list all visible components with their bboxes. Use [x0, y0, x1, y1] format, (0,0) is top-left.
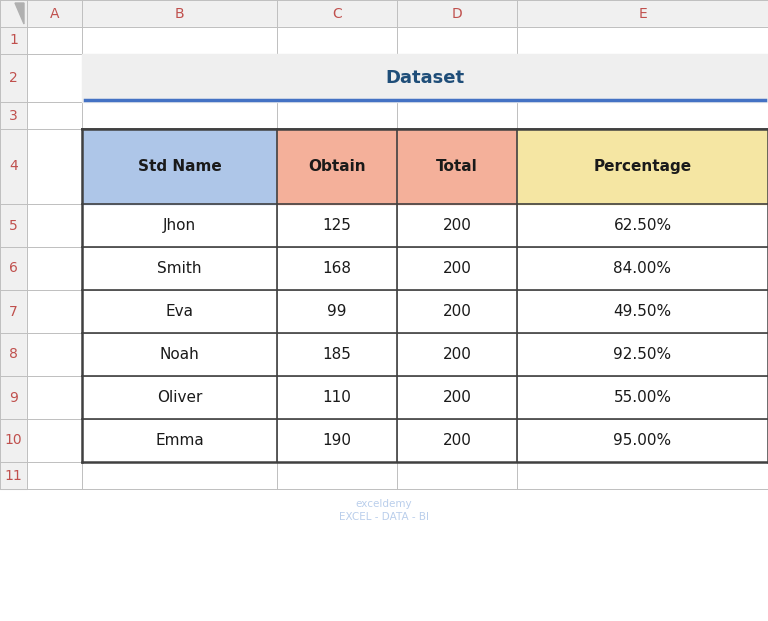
Bar [0, 376, 27, 419]
Text: 110: 110 [323, 390, 352, 405]
Text: A: A [50, 6, 59, 20]
Text: exceldemy
EXCEL - DATA - BI: exceldemy EXCEL - DATA - BI [339, 499, 429, 522]
Text: 2: 2 [9, 71, 18, 85]
Text: 9: 9 [9, 391, 18, 404]
Text: 6: 6 [9, 261, 18, 276]
Text: 168: 168 [323, 261, 352, 276]
Text: 200: 200 [442, 218, 472, 233]
Bar [0, 27, 27, 54]
Bar [82, 129, 277, 204]
Bar [0, 247, 27, 290]
Text: C: C [332, 6, 342, 20]
Text: D: D [452, 6, 462, 20]
Bar [0, 290, 27, 333]
Text: Jhon: Jhon [163, 218, 196, 233]
Text: 7: 7 [9, 304, 18, 319]
Bar [517, 129, 768, 204]
Text: Eva: Eva [165, 304, 194, 319]
Bar [397, 129, 517, 204]
Bar [0, 0, 768, 27]
Text: 10: 10 [5, 433, 22, 448]
Text: 4: 4 [9, 160, 18, 173]
Text: E: E [638, 6, 647, 20]
Bar [277, 129, 397, 204]
Bar [82, 54, 768, 102]
Text: 49.50%: 49.50% [614, 304, 671, 319]
Text: 185: 185 [323, 347, 352, 362]
Bar [0, 419, 27, 462]
Bar [0, 102, 27, 129]
Bar [0, 204, 27, 247]
Text: B: B [174, 6, 184, 20]
Text: Total: Total [436, 159, 478, 174]
Text: Percentage: Percentage [594, 159, 691, 174]
Text: 200: 200 [442, 304, 472, 319]
Text: 11: 11 [5, 468, 22, 483]
Text: 55.00%: 55.00% [614, 390, 671, 405]
Text: 95.00%: 95.00% [614, 433, 671, 448]
Text: 190: 190 [323, 433, 352, 448]
Text: 125: 125 [323, 218, 352, 233]
Bar [0, 129, 27, 204]
Text: 200: 200 [442, 347, 472, 362]
Text: 84.00%: 84.00% [614, 261, 671, 276]
Bar [0, 333, 27, 376]
Text: 8: 8 [9, 348, 18, 361]
Text: Obtain: Obtain [308, 159, 366, 174]
Text: 1: 1 [9, 34, 18, 47]
Text: Smith: Smith [157, 261, 202, 276]
Bar [0, 54, 27, 102]
Text: 200: 200 [442, 390, 472, 405]
Text: 62.50%: 62.50% [614, 218, 671, 233]
Text: 99: 99 [327, 304, 346, 319]
Text: Dataset: Dataset [386, 69, 465, 87]
Text: 5: 5 [9, 219, 18, 232]
Text: 200: 200 [442, 261, 472, 276]
Text: 3: 3 [9, 109, 18, 122]
Text: Oliver: Oliver [157, 390, 202, 405]
Bar [0, 462, 27, 489]
Text: Emma: Emma [155, 433, 204, 448]
Polygon shape [15, 3, 24, 24]
Text: 92.50%: 92.50% [614, 347, 671, 362]
Bar [27, 27, 768, 489]
Text: Noah: Noah [160, 347, 200, 362]
Text: Std Name: Std Name [137, 159, 221, 174]
Text: 200: 200 [442, 433, 472, 448]
